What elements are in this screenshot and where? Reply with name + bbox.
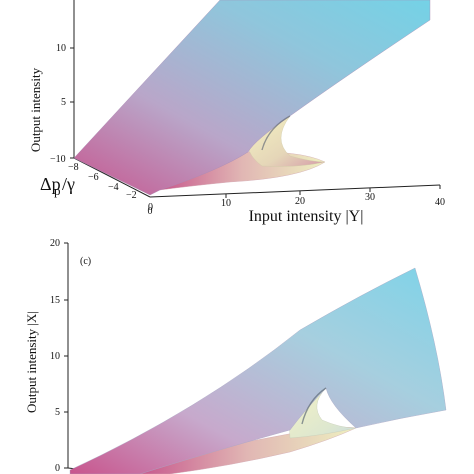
surface-fold-edge <box>261 115 291 151</box>
panel-top: 5 10 Output intensity −10 −8 −6 −4 −2 0 … <box>28 0 445 225</box>
depth-axis <box>73 157 151 198</box>
z-axis-label-c: Output intensity |X| <box>24 311 39 413</box>
z-tick-label: 10 <box>56 43 66 54</box>
surface-upper-sheet <box>69 267 447 474</box>
z-tick-label: 10 <box>50 351 60 362</box>
depth-axis-label-main: Δp <box>40 174 61 194</box>
depth-axis-label-sub: p <box>54 183 61 198</box>
x-tick-label: 30 <box>365 192 375 203</box>
depth-tick-label: −6 <box>88 172 99 183</box>
panel-c: (c) 0 5 10 15 20 Output intensity |X| <box>24 238 447 474</box>
z-tick-label: 0 <box>55 463 60 474</box>
x-tick-label: 10 <box>221 198 231 209</box>
z-tick-label: 20 <box>50 238 60 249</box>
depth-tick-label: 0 <box>148 202 153 213</box>
z-tick-label: 15 <box>50 295 60 306</box>
surface-fold-edge <box>301 387 327 425</box>
depth-axis-label: Δp p /γ <box>40 174 75 198</box>
x-axis-label-top: Input intensity |Y| <box>249 208 364 225</box>
x-axis-top <box>149 184 441 198</box>
z-tick-label: 5 <box>55 407 60 418</box>
x-tick-label: 0 <box>148 206 153 217</box>
depth-tick-label: −2 <box>126 190 137 201</box>
z-tick-label: 5 <box>61 97 66 108</box>
x-tick-label: 20 <box>295 196 305 207</box>
depth-axis-label-den: /γ <box>62 174 75 194</box>
depth-tick-label: −10 <box>50 154 66 165</box>
z-axis-label-top: Output intensity <box>28 67 43 152</box>
panel-label: (c) <box>80 256 91 267</box>
depth-tick-label: −4 <box>108 182 119 193</box>
x-tick-label: 40 <box>435 197 445 208</box>
depth-tick-label: −8 <box>68 162 79 173</box>
